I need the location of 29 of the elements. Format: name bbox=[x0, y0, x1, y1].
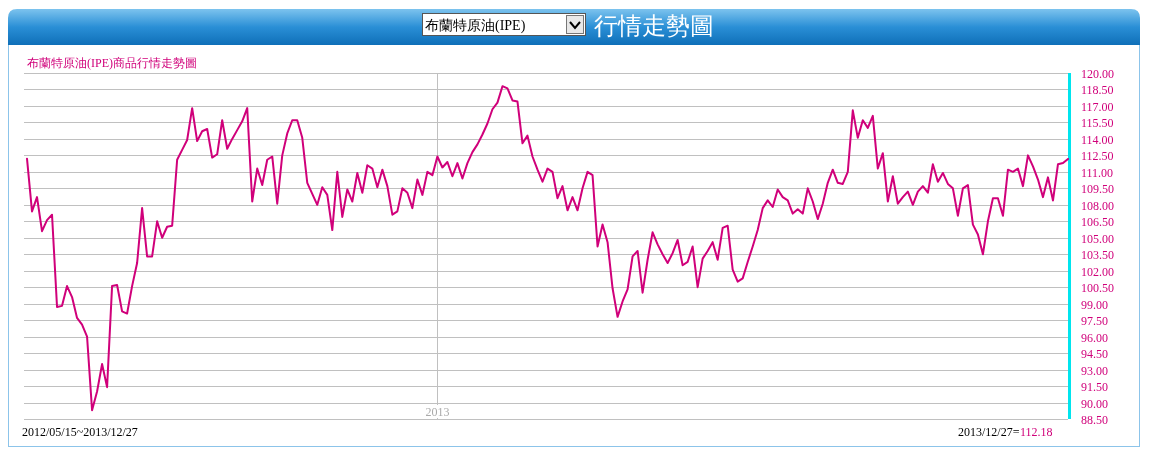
y-tick-label: 103.50 bbox=[1081, 248, 1114, 263]
y-tick-label: 115.50 bbox=[1081, 116, 1114, 131]
y-tick-label: 94.50 bbox=[1081, 347, 1108, 362]
y-tick-label: 90.00 bbox=[1081, 396, 1108, 411]
y-tick-label: 111.00 bbox=[1081, 165, 1114, 180]
text: 2012/05/15~2013/12/27 bbox=[22, 425, 138, 439]
y-tick-label: 97.50 bbox=[1081, 314, 1108, 329]
text: 2013/12/27= bbox=[958, 425, 1020, 439]
y-tick-label: 106.50 bbox=[1081, 215, 1114, 230]
chart-title: 行情走勢圖 bbox=[594, 13, 714, 39]
y-tick-label: 99.00 bbox=[1081, 297, 1108, 312]
y-tick-label: 100.50 bbox=[1081, 281, 1114, 296]
y-tick-label: 117.00 bbox=[1081, 99, 1114, 114]
y-tick-label: 93.00 bbox=[1081, 363, 1108, 378]
text: 112.18 bbox=[1020, 425, 1053, 439]
y-tick-label: 88.50 bbox=[1081, 413, 1108, 427]
y-tick-label: 112.50 bbox=[1081, 149, 1114, 164]
y-tick-label: 96.00 bbox=[1081, 330, 1108, 345]
y-tick-label: 109.50 bbox=[1081, 182, 1114, 197]
x-tick-label: 2013 bbox=[425, 405, 450, 419]
y-tick-label: 120.00 bbox=[1081, 67, 1114, 81]
y-tick-label: 102.00 bbox=[1081, 264, 1114, 279]
y-tick-label: 118.50 bbox=[1081, 83, 1114, 98]
y-tick-label: 105.00 bbox=[1081, 231, 1114, 246]
chart-subtitle: 布蘭特原油(IPE)商品行情走勢圖 bbox=[27, 56, 197, 70]
y-tick-label: 108.00 bbox=[1081, 198, 1114, 213]
y-tick-label: 114.00 bbox=[1081, 132, 1114, 147]
text: 布蘭特原油(IPE) bbox=[425, 18, 526, 34]
y-tick-label: 91.50 bbox=[1081, 380, 1108, 395]
